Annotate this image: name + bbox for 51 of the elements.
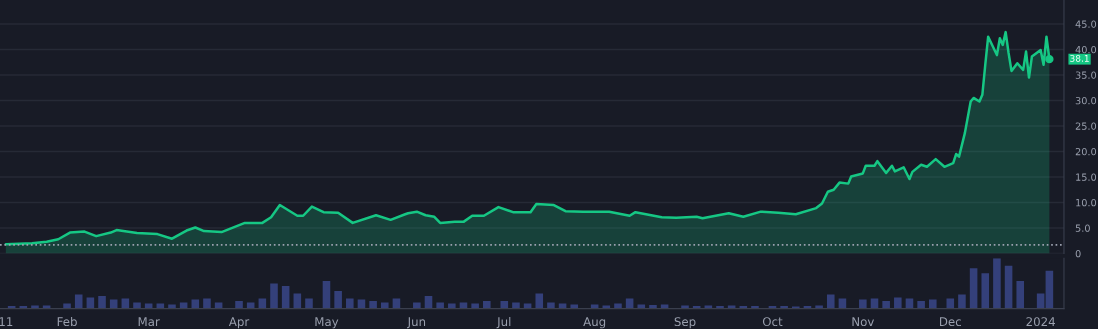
bar — [483, 301, 491, 309]
bar — [859, 299, 867, 309]
bar — [500, 301, 509, 309]
bar — [1004, 265, 1013, 309]
y-tick-label: 15.0 — [1076, 173, 1097, 181]
x-tick-label: Jul — [496, 316, 511, 329]
y-tick-label: 0 — [1075, 249, 1081, 258]
bar — [993, 258, 1001, 309]
x-tick-label: Sep — [674, 317, 696, 329]
x-tick-label: 11 — [0, 317, 13, 326]
bar — [969, 268, 978, 309]
x-tick-label: Feb — [57, 316, 77, 327]
bar — [270, 283, 278, 309]
bar — [917, 301, 925, 309]
y-tick-label: 10.0 — [1076, 198, 1097, 207]
x-tick-label: 2024 — [1026, 317, 1055, 327]
bar — [826, 294, 835, 309]
bar — [235, 301, 243, 309]
x-tick-label: May — [315, 317, 339, 329]
x-tick-label: Mar — [138, 317, 160, 327]
y-tick-label: 35.0 — [1075, 71, 1097, 79]
bar — [1016, 280, 1025, 309]
bar — [281, 285, 290, 309]
y-tick-label: 25.0 — [1075, 122, 1097, 130]
bar — [346, 298, 354, 309]
bar — [203, 298, 211, 309]
y-tick-label: 40.0 — [1075, 45, 1097, 54]
y-tick-label: 30.0 — [1075, 96, 1097, 105]
x-tick-label: Aug — [583, 317, 606, 329]
bar — [958, 294, 966, 309]
bar — [98, 296, 106, 309]
bar — [946, 298, 955, 309]
x-tick-label: Apr — [228, 317, 250, 329]
bar — [981, 273, 990, 309]
x-tick-label: Nov — [852, 317, 874, 327]
bar — [882, 301, 890, 309]
bar — [929, 299, 937, 309]
bar — [322, 280, 331, 309]
x-tick-label: Jun — [407, 317, 426, 329]
bar — [894, 297, 902, 309]
bar — [305, 298, 313, 309]
y-tick-label: 20.0 — [1075, 147, 1097, 156]
annotation: 38.1 — [1070, 54, 1089, 62]
bar — [369, 301, 377, 309]
x-tick-label: Oct — [762, 317, 783, 327]
bar — [535, 293, 544, 309]
y-tick-label: 5.0 — [1075, 224, 1090, 232]
bar — [1045, 270, 1054, 309]
y-tick-label: 45.0 — [1075, 20, 1097, 28]
bar — [334, 290, 342, 309]
x-tick-label: Dec — [940, 317, 961, 327]
